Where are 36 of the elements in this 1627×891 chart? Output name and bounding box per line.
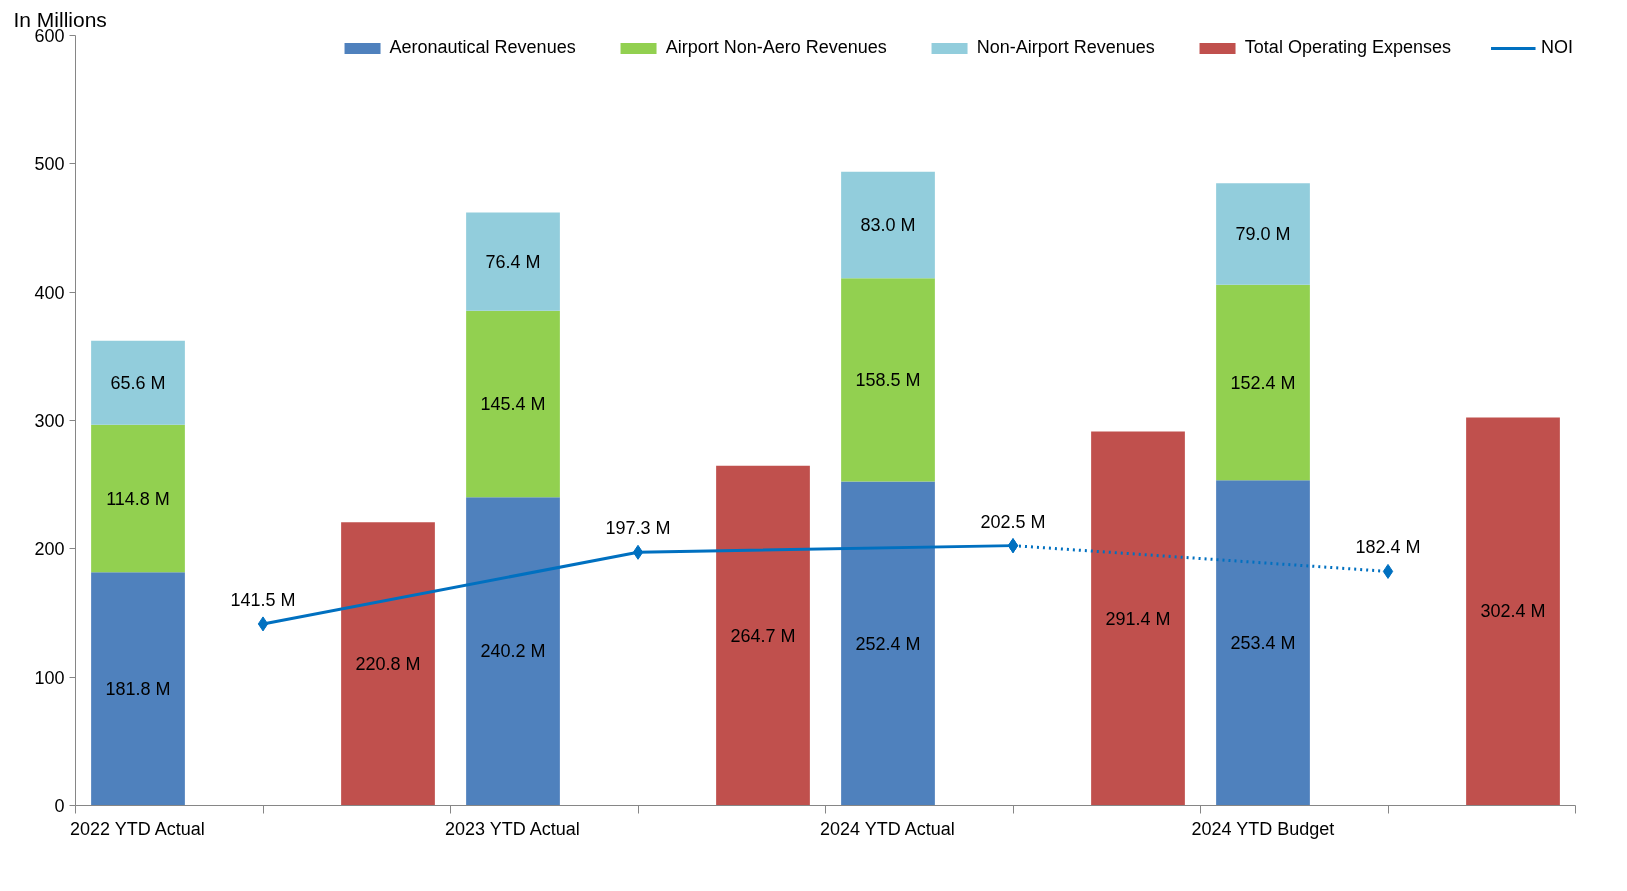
data-label: 141.5 M xyxy=(230,589,296,610)
data-label: 152.4 M xyxy=(1230,372,1296,393)
legend-label: NOI xyxy=(1540,37,1573,58)
data-label: 181.8 M xyxy=(105,678,171,699)
legend-label: Airport Non-Aero Revenues xyxy=(665,37,887,58)
x-tick-label: 2023 YTD Actual xyxy=(444,818,580,839)
data-label: 240.2 M xyxy=(480,641,546,662)
data-label: 252.4 M xyxy=(855,633,921,654)
data-label: 145.4 M xyxy=(480,393,546,414)
y-tick-label: 0 xyxy=(54,796,65,816)
data-label: 182.4 M xyxy=(1355,537,1421,558)
y-tick-label: 200 xyxy=(34,539,65,560)
y-tick-label: 500 xyxy=(34,154,65,175)
data-label: 114.8 M xyxy=(106,488,170,509)
x-tick-label: 2024 YTD Budget xyxy=(1191,818,1335,839)
data-label: 253.4 M xyxy=(1230,632,1296,653)
data-label: 76.4 M xyxy=(485,251,541,272)
data-label: 79.0 M xyxy=(1235,224,1291,245)
data-label: 65.6 M xyxy=(110,372,166,393)
y-tick-label: 400 xyxy=(34,282,65,303)
legend-label: Total Operating Expenses xyxy=(1244,37,1451,58)
data-label: 158.5 M xyxy=(855,369,921,390)
legend-label: Non-Airport Revenues xyxy=(976,37,1155,58)
x-tick-label: 2022 YTD Actual xyxy=(69,818,205,839)
data-label: 302.4 M xyxy=(1480,601,1546,622)
y-tick-label: 100 xyxy=(34,667,65,688)
y-tick-label: 300 xyxy=(34,411,65,431)
x-tick-label: 2024 YTD Actual xyxy=(819,818,955,839)
data-label: 197.3 M xyxy=(605,518,671,539)
data-label: 202.5 M xyxy=(980,511,1046,532)
y-tick-label: 600 xyxy=(34,26,65,46)
data-label: 264.7 M xyxy=(730,625,796,646)
legend-label: Aeronautical Revenues xyxy=(389,37,576,58)
data-label: 83.0 M xyxy=(860,214,916,235)
data-label: 220.8 M xyxy=(355,653,421,674)
data-label: 291.4 M xyxy=(1105,608,1171,629)
